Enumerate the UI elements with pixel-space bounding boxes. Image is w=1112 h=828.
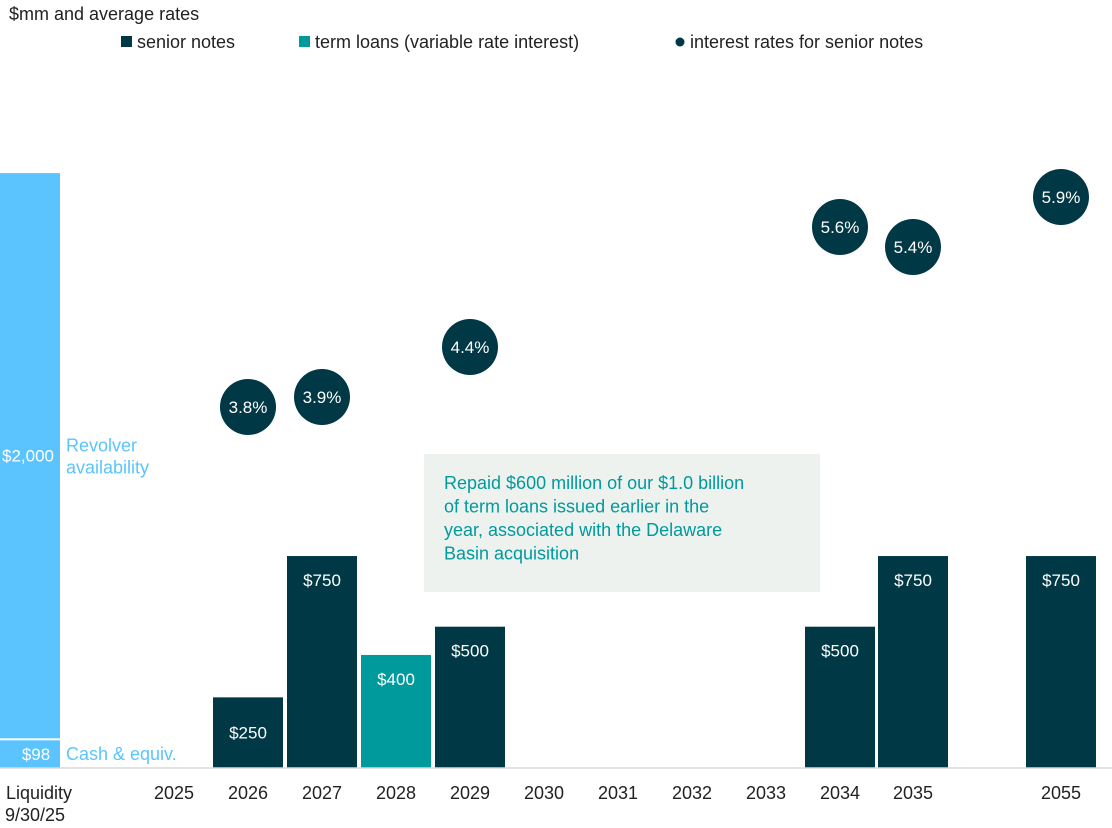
legend-label: senior notes bbox=[137, 32, 235, 52]
x-tick-2033: 2033 bbox=[746, 783, 786, 803]
annotation-text-line: Repaid $600 million of our $1.0 billion bbox=[444, 473, 744, 493]
liquidity-revolver-bar bbox=[0, 173, 60, 739]
legend-label: interest rates for senior notes bbox=[690, 32, 923, 52]
x-tick-2027: 2027 bbox=[302, 783, 342, 803]
x-tick-2030: 2030 bbox=[524, 783, 564, 803]
annotation-text-line: year, associated with the Delaware bbox=[444, 520, 722, 540]
rate-label-2034: 5.6% bbox=[821, 218, 860, 237]
x-tick-2031: 2031 bbox=[598, 783, 638, 803]
bar-label-2028: $400 bbox=[377, 670, 415, 689]
rate-marker-2034 bbox=[812, 199, 868, 255]
liquidity-revolver-annotation-line2: availability bbox=[66, 458, 149, 478]
annotation-text-line: Basin acquisition bbox=[444, 544, 579, 564]
liquidity-cash-bar bbox=[0, 740, 60, 768]
bar-2026 bbox=[213, 697, 283, 768]
rate-label-2027: 3.9% bbox=[303, 388, 342, 407]
liquidity-bar-group: $98 $2,000 Cash & equiv. Revolveravailabili… bbox=[0, 173, 177, 825]
liquidity-cash-label: $98 bbox=[22, 745, 50, 764]
liquidity-cash-annotation: Cash & equiv. bbox=[66, 744, 177, 764]
legend: senior notes term loans (variable rate in… bbox=[121, 32, 923, 52]
x-tick-2035: 2035 bbox=[893, 783, 933, 803]
x-tick-2034: 2034 bbox=[820, 783, 860, 803]
x-tick-2026: 2026 bbox=[228, 783, 268, 803]
liquidity-category-label-line1: Liquidity bbox=[6, 783, 72, 803]
legend-square-marker bbox=[121, 36, 132, 47]
x-tick-labels: 2025 2026 2027 2028 2029 2030 2031 2032 2033 2034… bbox=[154, 783, 1081, 803]
x-tick-2025: 2025 bbox=[154, 783, 194, 803]
annotation-background bbox=[424, 454, 820, 592]
bar-2035 bbox=[878, 556, 948, 768]
bar-label-2055: $750 bbox=[1042, 571, 1080, 590]
chart-title: $mm and average rates bbox=[9, 4, 199, 24]
annotation-text-line: of term loans issued earlier in the bbox=[444, 497, 709, 517]
rate-marker-2026 bbox=[220, 379, 276, 435]
legend-square-marker bbox=[299, 36, 310, 47]
annotation-box: Repaid $600 million of our $1.0 billion o… bbox=[424, 454, 820, 592]
rate-label-2029: 4.4% bbox=[451, 338, 490, 357]
bar-2029 bbox=[435, 626, 505, 768]
bar-2055 bbox=[1026, 556, 1096, 768]
rate-markers: 3.8% 3.9% 4.4% 5.6% 5.4% 5.9% bbox=[220, 169, 1089, 435]
legend-label: term loans (variable rate interest) bbox=[315, 32, 579, 52]
bar-marks: $250 $750 $500 $500 $750 $750 $400 bbox=[213, 556, 1096, 768]
bar-label-2029: $500 bbox=[451, 642, 489, 661]
rate-marker-2029 bbox=[442, 319, 498, 375]
rate-marker-2035 bbox=[885, 219, 941, 275]
x-tick-2028: 2028 bbox=[376, 783, 416, 803]
rate-marker-2027 bbox=[294, 369, 350, 425]
bar-label-2034: $500 bbox=[821, 642, 859, 661]
bar-label-2027: $750 bbox=[303, 571, 341, 590]
liquidity-category-label-line2: 9/30/25 bbox=[5, 805, 65, 825]
bar-2028 bbox=[361, 654, 431, 768]
liquidity-revolver-annotation-line1: Revolver bbox=[66, 436, 137, 456]
bar-label-2035: $750 bbox=[894, 571, 932, 590]
rate-label-2035: 5.4% bbox=[894, 238, 933, 257]
x-tick-2032: 2032 bbox=[672, 783, 712, 803]
rate-label-2026: 3.8% bbox=[229, 398, 268, 417]
bar-label-2026: $250 bbox=[229, 724, 267, 743]
x-tick-2029: 2029 bbox=[450, 783, 490, 803]
rate-label-2055: 5.9% bbox=[1042, 188, 1081, 207]
bar-2034 bbox=[805, 626, 875, 768]
x-tick-2055: 2055 bbox=[1041, 783, 1081, 803]
legend-circle-marker bbox=[675, 37, 685, 47]
rate-marker-2055 bbox=[1033, 169, 1089, 225]
bar-2027 bbox=[287, 556, 357, 768]
liquidity-revolver-label: $2,000 bbox=[2, 447, 54, 466]
